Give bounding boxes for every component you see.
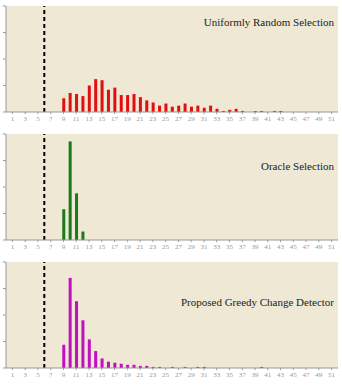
svg-text:41: 41 (264, 371, 272, 379)
svg-text:11: 11 (73, 243, 80, 251)
svg-text:9: 9 (62, 371, 66, 379)
svg-text:33: 33 (213, 371, 221, 379)
html-text:Oracle Selection: Oracle Selection (261, 160, 334, 172)
svg-text:7: 7 (49, 371, 53, 379)
svg-text:11: 11 (73, 371, 80, 379)
svg-text:1: 1 (11, 243, 15, 251)
svg-text:5: 5 (36, 243, 40, 251)
svg-text:45: 45 (290, 243, 298, 251)
svg-text:35: 35 (226, 243, 234, 251)
svg-text:25: 25 (162, 371, 170, 379)
svg-text:29: 29 (188, 243, 196, 251)
svg-text:39: 39 (252, 243, 260, 251)
html-text:Uniformly Random Selection: Uniformly Random Selection (203, 16, 334, 28)
svg-text:45: 45 (290, 371, 298, 379)
svg-text:13: 13 (86, 115, 94, 123)
svg-text:29: 29 (188, 371, 196, 379)
svg-text:43: 43 (277, 371, 285, 379)
svg-text:3: 3 (23, 243, 27, 251)
svg-text:15: 15 (98, 371, 106, 379)
svg-text:7: 7 (49, 115, 53, 123)
svg-text:13: 13 (86, 371, 94, 379)
svg-text:19: 19 (124, 371, 132, 379)
svg-text:3: 3 (23, 115, 27, 123)
svg-text:49: 49 (315, 115, 323, 123)
svg-text:49: 49 (315, 243, 323, 251)
svg-text:9: 9 (62, 115, 66, 123)
svg-text:9: 9 (62, 243, 66, 251)
svg-text:23: 23 (149, 243, 157, 251)
svg-text:51: 51 (328, 371, 334, 379)
svg-text:35: 35 (226, 115, 234, 123)
svg-text:31: 31 (200, 371, 208, 379)
svg-text:19: 19 (124, 115, 132, 123)
svg-text:27: 27 (175, 115, 183, 123)
svg-text:25: 25 (162, 243, 170, 251)
svg-text:27: 27 (175, 243, 183, 251)
svg-text:31: 31 (200, 243, 208, 251)
svg-text:51: 51 (328, 243, 334, 251)
svg-text:5: 5 (36, 115, 40, 123)
svg-text:41: 41 (264, 243, 272, 251)
svg-text:27: 27 (175, 371, 183, 379)
svg-text:37: 37 (239, 243, 247, 251)
svg-text:17: 17 (111, 115, 119, 123)
svg-text:7: 7 (49, 243, 53, 251)
svg-text:33: 33 (213, 115, 221, 123)
svg-text:31: 31 (200, 115, 208, 123)
svg-text:3: 3 (23, 371, 27, 379)
svg-text:37: 37 (239, 371, 247, 379)
svg-text:37: 37 (239, 115, 247, 123)
svg-text:47: 47 (303, 371, 311, 379)
svg-text:43: 43 (277, 115, 285, 123)
svg-text:51: 51 (328, 115, 334, 123)
svg-text:5: 5 (36, 371, 40, 379)
svg-text:1: 1 (11, 115, 15, 123)
svg-text:39: 39 (252, 115, 260, 123)
svg-text:17: 17 (111, 243, 119, 251)
svg-text:41: 41 (264, 115, 272, 123)
svg-text:15: 15 (98, 115, 106, 123)
svg-text:23: 23 (149, 115, 157, 123)
svg-text:49: 49 (315, 371, 323, 379)
svg-text:21: 21 (137, 371, 145, 379)
svg-text:29: 29 (188, 115, 196, 123)
html-text:Proposed Greedy Change Detecto: Proposed Greedy Change Detector (181, 296, 334, 308)
svg-text:47: 47 (303, 243, 311, 251)
svg-text:25: 25 (162, 115, 170, 123)
svg-text:23: 23 (149, 371, 157, 379)
svg-text:35: 35 (226, 371, 234, 379)
svg-text:1: 1 (11, 371, 15, 379)
svg-text:21: 21 (137, 115, 145, 123)
svg-text:21: 21 (137, 243, 145, 251)
svg-text:43: 43 (277, 243, 285, 251)
svg-text:11: 11 (73, 115, 80, 123)
svg-text:13: 13 (86, 243, 94, 251)
svg-text:47: 47 (303, 115, 311, 123)
svg-text:17: 17 (111, 371, 119, 379)
svg-text:45: 45 (290, 115, 298, 123)
svg-text:15: 15 (98, 243, 106, 251)
svg-text:19: 19 (124, 243, 132, 251)
svg-text:39: 39 (252, 371, 260, 379)
svg-text:33: 33 (213, 243, 221, 251)
